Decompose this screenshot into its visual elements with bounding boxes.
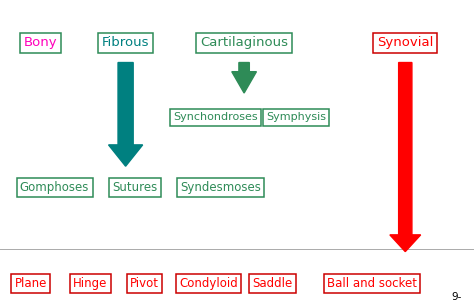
Text: Cartilaginous: Cartilaginous xyxy=(200,36,288,49)
Text: Sutures: Sutures xyxy=(112,181,158,194)
Text: Symphysis: Symphysis xyxy=(266,113,326,122)
Text: Saddle: Saddle xyxy=(253,277,292,290)
Text: Synchondroses: Synchondroses xyxy=(173,113,258,122)
Text: Plane: Plane xyxy=(15,277,47,290)
Text: Ball and socket: Ball and socket xyxy=(327,277,417,290)
Text: Condyloid: Condyloid xyxy=(179,277,238,290)
Text: Synovial: Synovial xyxy=(377,36,433,49)
Text: Bony: Bony xyxy=(24,36,57,49)
FancyArrow shape xyxy=(390,63,420,252)
FancyArrow shape xyxy=(232,63,256,93)
Text: Syndesmoses: Syndesmoses xyxy=(180,181,261,194)
FancyArrow shape xyxy=(109,63,143,166)
Text: Pivot: Pivot xyxy=(130,277,159,290)
Text: Hinge: Hinge xyxy=(73,277,107,290)
Text: Fibrous: Fibrous xyxy=(102,36,149,49)
Text: Gomphoses: Gomphoses xyxy=(20,181,89,194)
Text: 9-: 9- xyxy=(452,292,462,302)
